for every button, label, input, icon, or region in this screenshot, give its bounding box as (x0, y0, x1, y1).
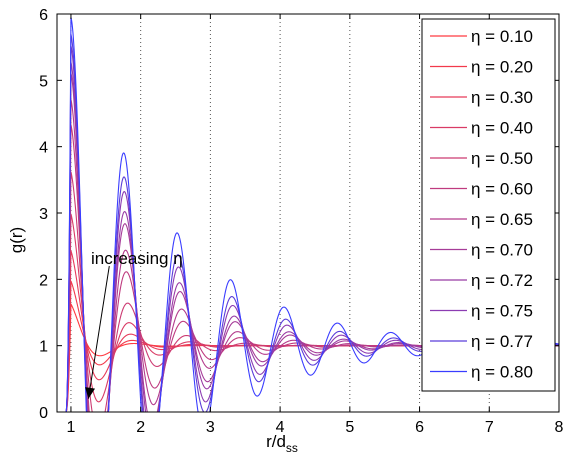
legend-label: η = 0.60 (471, 180, 533, 199)
legend: η = 0.10 η = 0.20 η = 0.30 η = 0.40 η = 0.50… (421, 18, 556, 392)
y-tick-label: 6 (39, 7, 48, 24)
y-tick-label: 0 (39, 405, 48, 422)
legend-label: η = 0.40 (471, 119, 533, 138)
y-tick-label: 5 (39, 73, 48, 90)
axes-layer: 1 2 3 4 5 6 7 8 0 1 2 3 4 5 6 (39, 7, 563, 436)
legend-label: η = 0.10 (471, 27, 533, 46)
legend-box (421, 18, 556, 392)
x-axis-label-subscript: ss (286, 441, 298, 455)
x-tick-label: 8 (555, 419, 564, 436)
annotation-layer: increasing η (85, 249, 183, 399)
y-axis-label: g(r) (7, 227, 26, 253)
legend-label: η = 0.70 (471, 241, 533, 260)
x-tick-label: 2 (136, 419, 145, 436)
y-tick-label: 2 (39, 272, 48, 289)
legend-label: η = 0.20 (471, 58, 533, 77)
x-tick-label: 7 (485, 419, 494, 436)
annotation-text: increasing η (91, 249, 183, 268)
x-tick-label: 1 (66, 419, 75, 436)
x-tick-label: 6 (415, 419, 424, 436)
x-axis-label: r/dss (266, 432, 298, 455)
legend-label: η = 0.30 (471, 88, 533, 107)
x-tick-label: 5 (345, 419, 354, 436)
legend-label: η = 0.80 (471, 363, 533, 382)
legend-label: η = 0.75 (471, 302, 533, 321)
y-tick-label: 3 (39, 206, 48, 223)
annotation-arrowhead (85, 387, 96, 399)
legend-label: η = 0.72 (471, 271, 533, 290)
x-tick-label: 4 (276, 419, 285, 436)
y-tick-label: 4 (39, 140, 48, 157)
legend-label: η = 0.50 (471, 149, 533, 168)
legend-label: η = 0.77 (471, 332, 533, 351)
y-tick-label: 1 (39, 339, 48, 356)
x-axis-label-main: r/d (266, 432, 286, 451)
x-tick-label: 3 (206, 419, 215, 436)
legend-label: η = 0.65 (471, 210, 533, 229)
annotation-arrow (87, 265, 110, 399)
